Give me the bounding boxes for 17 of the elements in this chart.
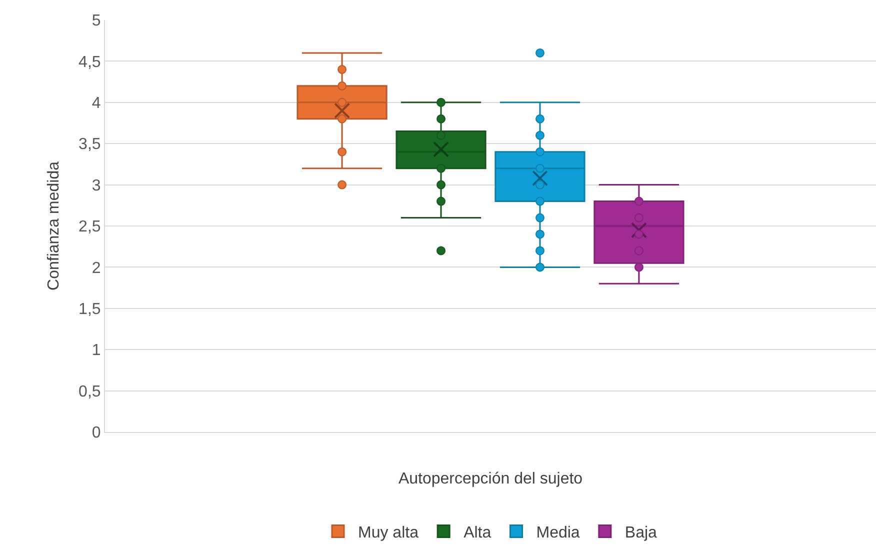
y-tick-label: 1,5 bbox=[78, 301, 101, 318]
x-axis-title: Autopercepción del sujeto bbox=[398, 470, 583, 488]
legend-label: Alta bbox=[464, 524, 492, 542]
legend-label: Media bbox=[536, 524, 580, 542]
y-axis-title: Confianza medida bbox=[45, 161, 62, 290]
y-tick-label: 0,5 bbox=[78, 383, 101, 400]
legend-label: Muy alta bbox=[358, 524, 419, 542]
y-tick-label: 5 bbox=[92, 12, 101, 30]
y-tick-label: 2 bbox=[92, 260, 101, 277]
y-tick-label: 4,5 bbox=[78, 54, 101, 71]
legend-label: Baja bbox=[624, 524, 658, 542]
y-tick-label: 3 bbox=[92, 177, 101, 194]
y-tick-label: 2,5 bbox=[78, 218, 101, 236]
y-tick-label: 4 bbox=[92, 95, 101, 112]
y-tick-label: 1 bbox=[92, 342, 101, 360]
y-tick-label: 3,5 bbox=[78, 136, 101, 154]
y-tick-label: 0 bbox=[92, 424, 101, 442]
